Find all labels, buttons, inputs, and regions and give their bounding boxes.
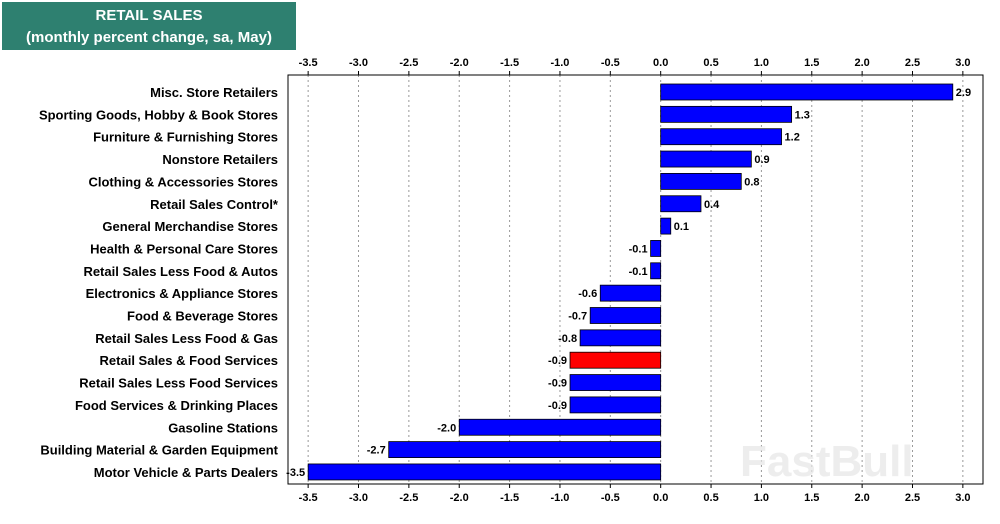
category-label: Retail Sales & Food Services <box>100 353 278 368</box>
tick-label-top: -2.5 <box>399 57 418 69</box>
tick-label-top: 2.0 <box>854 57 869 69</box>
bar <box>660 172 742 190</box>
value-label: -0.1 <box>629 243 648 255</box>
category-label: Food Services & Drinking Places <box>75 398 278 413</box>
bar <box>569 351 662 369</box>
value-label: -0.8 <box>558 333 577 345</box>
tick-labels: -3.5 -3.5 -3.0 -3.0 -2.5 -2.5 -2.0 -2.0 -1.5 -1.5… <box>299 57 971 504</box>
tick-label-top: -3.0 <box>349 57 368 69</box>
tick-label-bottom: 1.5 <box>804 492 819 504</box>
tick-label-top: 1.0 <box>754 57 769 69</box>
chart-title: RETAIL SALES <box>95 7 203 24</box>
bar <box>660 105 793 123</box>
bar <box>599 284 662 302</box>
category-label: Retail Sales Control* <box>150 197 279 212</box>
tick-label-bottom: -3.0 <box>349 492 368 504</box>
value-label: -0.9 <box>548 400 567 412</box>
chart-title-box: RETAIL SALES (monthly percent change, sa… <box>2 2 296 50</box>
value-label: 0.8 <box>744 176 759 188</box>
bar <box>569 374 662 391</box>
category-label: Building Material & Garden Equipment <box>40 443 278 458</box>
category-label: Retail Sales Less Food & Autos <box>83 264 278 279</box>
bars <box>307 83 954 481</box>
watermark: FastBull <box>740 437 914 486</box>
tick-label-top: -2.0 <box>450 57 469 69</box>
bar <box>458 418 662 436</box>
category-label: Sporting Goods, Hobby & Book Stores <box>39 107 278 122</box>
value-label: -0.9 <box>548 378 567 390</box>
value-label: -0.1 <box>629 266 648 278</box>
category-label: Retail Sales Less Food Services <box>79 376 278 391</box>
category-label: Food & Beverage Stores <box>127 309 278 324</box>
tick-label-top: 1.5 <box>804 57 819 69</box>
tick-label-bottom: 1.0 <box>754 492 769 504</box>
tick-label-top: 2.5 <box>905 57 920 69</box>
bar <box>660 128 782 146</box>
tick-label-bottom: 2.5 <box>905 492 920 504</box>
tick-label-top: 0.0 <box>653 57 668 69</box>
tick-label-bottom: 0.0 <box>653 492 668 504</box>
value-label: 0.4 <box>704 199 720 211</box>
category-label: Electronics & Appliance Stores <box>86 286 278 301</box>
grid-lines <box>307 75 964 484</box>
tick-label-bottom: -0.5 <box>601 492 620 504</box>
tick-label-bottom: -2.5 <box>399 492 418 504</box>
category-label: Motor Vehicle & Parts Dealers <box>94 465 278 480</box>
value-label: 0.1 <box>674 221 689 233</box>
tick-label-bottom: -2.0 <box>450 492 469 504</box>
bar <box>650 262 662 280</box>
bar <box>660 195 702 213</box>
plot-frame <box>287 74 984 485</box>
value-label: 2.9 <box>956 87 971 99</box>
value-label: 1.2 <box>785 132 800 144</box>
bar <box>569 396 662 414</box>
bar <box>589 307 662 324</box>
tick-label-top: -1.5 <box>500 57 519 69</box>
tick-label-top: 0.5 <box>703 57 718 69</box>
bar <box>660 83 954 101</box>
tick-label-bottom: -3.5 <box>299 492 318 504</box>
value-labels: 2.9 1.3 1.2 0.9 0.8 0.4 0.1 -0.1 -0.1 -0.6 -0.7 -0.… <box>286 87 971 479</box>
tick-label-bottom: 0.5 <box>703 492 718 504</box>
category-label: Health & Personal Care Stores <box>90 241 278 256</box>
tick-label-top: -1.0 <box>550 57 569 69</box>
value-label: -2.0 <box>437 422 456 434</box>
tick-label-top: 3.0 <box>955 57 970 69</box>
category-labels: Misc. Store Retailers Sporting Goods, Hob… <box>39 85 279 480</box>
bar <box>307 463 662 481</box>
value-label: -0.6 <box>578 288 597 300</box>
chart-subtitle: (monthly percent change, sa, May) <box>26 29 272 46</box>
tick-label-bottom: 2.0 <box>854 492 869 504</box>
category-label: Furniture & Furnishing Stores <box>93 130 278 145</box>
bar <box>660 150 752 168</box>
value-label: -3.5 <box>286 467 305 479</box>
category-label: Nonstore Retailers <box>162 152 278 167</box>
value-label: -0.7 <box>568 311 587 323</box>
category-label: Retail Sales Less Food & Gas <box>95 331 278 346</box>
bar <box>660 217 672 235</box>
category-label: Clothing & Accessories Stores <box>88 174 278 189</box>
tick-label-bottom: -1.5 <box>500 492 519 504</box>
value-label: 0.9 <box>754 154 769 166</box>
category-label: Misc. Store Retailers <box>150 85 278 100</box>
category-label: General Merchandise Stores <box>102 219 278 234</box>
value-label: -2.7 <box>367 445 386 457</box>
tick-label-top: -3.5 <box>299 57 318 69</box>
tick-label-bottom: 3.0 <box>955 492 970 504</box>
value-label: -0.9 <box>548 355 567 367</box>
bar <box>388 441 662 459</box>
value-label: 1.3 <box>795 109 810 121</box>
tick-label-top: -0.5 <box>601 57 620 69</box>
tick-label-bottom: -1.0 <box>550 492 569 504</box>
bar <box>579 329 662 347</box>
category-label: Gasoline Stations <box>168 420 278 435</box>
bar <box>650 240 662 257</box>
